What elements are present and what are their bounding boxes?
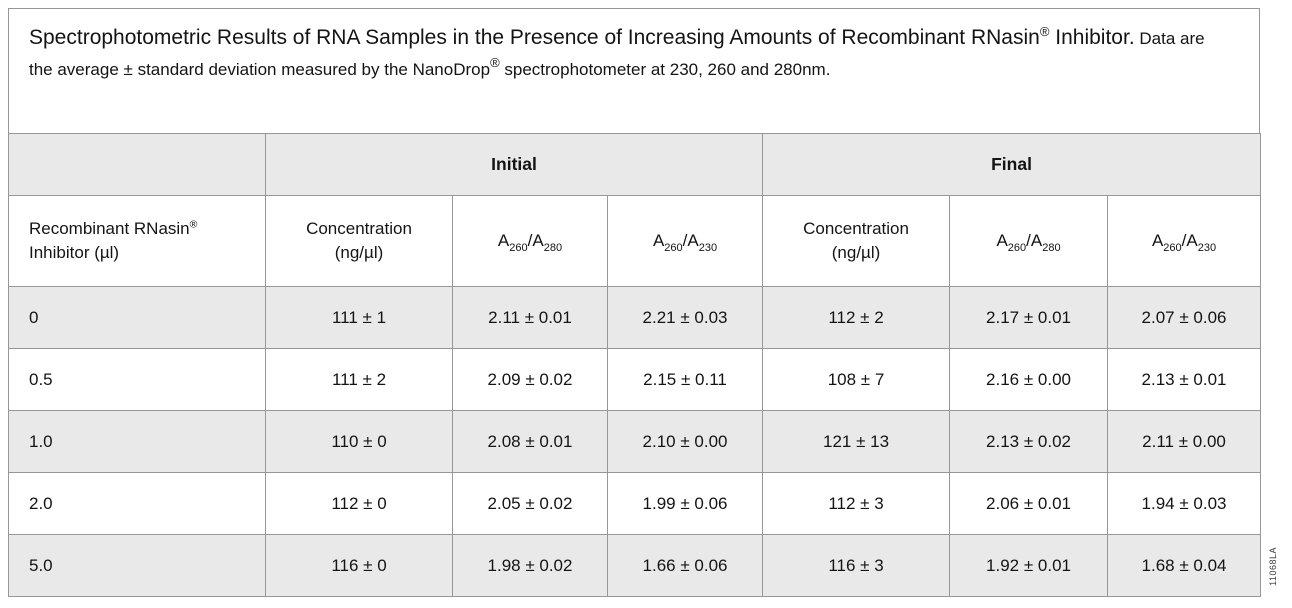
table-group-header-row: Initial Final bbox=[8, 133, 1262, 196]
concentration-line2: (ng/µl) bbox=[831, 243, 881, 262]
cell-initial-concentration: 111 ± 1 bbox=[265, 286, 453, 349]
cell-final-concentration: 112 ± 3 bbox=[762, 472, 951, 535]
ratio-subscript: 260 bbox=[1007, 242, 1027, 254]
cell-initial-a260-a280: 1.98 ± 0.02 bbox=[452, 534, 608, 597]
column-header-initial-a260-a230: A260/A230 bbox=[606, 195, 764, 287]
column-header-final-a260-a230: A260/A230 bbox=[1107, 195, 1262, 287]
table-row: 2.0 112 ± 0 2.05 ± 0.02 1.99 ± 0.06 112 … bbox=[8, 472, 1262, 535]
caption-sub-text-end: spectrophotometer at 230, 260 and 280nm. bbox=[499, 60, 831, 79]
results-table: Initial Final Recombinant RNasin® Inhibi… bbox=[8, 133, 1262, 597]
cell-initial-concentration: 112 ± 0 bbox=[265, 472, 453, 535]
cell-final-concentration: 121 ± 13 bbox=[762, 410, 951, 473]
cell-final-concentration: 112 ± 2 bbox=[762, 286, 951, 349]
figure-container: Spectrophotometric Results of RNA Sample… bbox=[8, 8, 1262, 597]
cell-final-a260-a230: 1.68 ± 0.04 bbox=[1107, 534, 1262, 597]
cell-final-concentration: 116 ± 3 bbox=[762, 534, 951, 597]
cell-final-a260-a280: 2.16 ± 0.00 bbox=[949, 348, 1109, 411]
header-empty-cell bbox=[8, 133, 266, 196]
ratio-base: A bbox=[497, 231, 510, 250]
header-group-initial: Initial bbox=[264, 133, 764, 196]
ratio-base: A bbox=[532, 231, 544, 250]
ratio-base: A bbox=[1186, 231, 1198, 250]
table-row: 1.0 110 ± 0 2.08 ± 0.01 2.10 ± 0.00 121 … bbox=[8, 410, 1262, 473]
ratio-subscript: 260 bbox=[664, 242, 683, 254]
cell-initial-a260-a280: 2.05 ± 0.02 bbox=[452, 472, 608, 535]
cell-inhibitor: 1.0 bbox=[8, 410, 266, 473]
table-column-header-row: Recombinant RNasin® Inhibitor (µl) Conce… bbox=[8, 195, 1262, 287]
cell-final-a260-a280: 2.17 ± 0.01 bbox=[949, 286, 1109, 349]
cell-initial-a260-a230: 2.21 ± 0.03 bbox=[606, 286, 764, 349]
cell-initial-a260-a280: 2.09 ± 0.02 bbox=[452, 348, 608, 411]
table-row: 0 111 ± 1 2.11 ± 0.01 2.21 ± 0.03 112 ± … bbox=[8, 286, 1262, 349]
ratio-slash: / bbox=[1181, 231, 1187, 250]
ratio-subscript: 260 bbox=[509, 242, 528, 254]
cell-initial-a260-a280: 2.11 ± 0.01 bbox=[452, 286, 608, 349]
cell-final-a260-a230: 2.11 ± 0.00 bbox=[1107, 410, 1262, 473]
column-header-final-a260-a280: A260/A280 bbox=[949, 195, 1109, 287]
column-header-final-concentration: Concentration (ng/µl) bbox=[762, 195, 951, 287]
table-row: 5.0 116 ± 0 1.98 ± 0.02 1.66 ± 0.06 116 … bbox=[8, 534, 1262, 597]
caption-main-text-end: Inhibitor. bbox=[1049, 26, 1135, 49]
cell-final-a260-a280: 2.13 ± 0.02 bbox=[949, 410, 1109, 473]
cell-initial-a260-a230: 2.10 ± 0.00 bbox=[606, 410, 764, 473]
caption-main-text: Spectrophotometric Results of RNA Sample… bbox=[29, 26, 1040, 49]
ratio-subscript: 260 bbox=[1163, 242, 1182, 254]
cell-initial-concentration: 116 ± 0 bbox=[265, 534, 453, 597]
cell-initial-concentration: 111 ± 2 bbox=[265, 348, 453, 411]
cell-initial-a260-a230: 2.15 ± 0.11 bbox=[606, 348, 764, 411]
ratio-slash: / bbox=[1026, 231, 1031, 250]
concentration-line1: Concentration bbox=[306, 219, 412, 238]
registered-trademark-icon: ® bbox=[490, 55, 500, 70]
caption-sub-text: Data are the average ± standard deviatio… bbox=[29, 29, 1205, 79]
cell-final-a260-a230: 2.13 ± 0.01 bbox=[1107, 348, 1262, 411]
ratio-base: A bbox=[1151, 231, 1164, 250]
cell-final-a260-a230: 2.07 ± 0.06 bbox=[1107, 286, 1262, 349]
ratio-slash: / bbox=[682, 231, 688, 250]
ratio-subscript: 280 bbox=[1042, 242, 1061, 254]
cell-final-a260-a280: 2.06 ± 0.01 bbox=[949, 472, 1109, 535]
figure-caption: Spectrophotometric Results of RNA Sample… bbox=[8, 8, 1260, 133]
table-row: 0.5 111 ± 2 2.09 ± 0.02 2.15 ± 0.11 108 … bbox=[8, 348, 1262, 411]
cell-initial-a260-a280: 2.08 ± 0.01 bbox=[452, 410, 608, 473]
cell-final-a260-a280: 1.92 ± 0.01 bbox=[949, 534, 1109, 597]
figure-number: 11068LA bbox=[1268, 547, 1278, 586]
ratio-base: A bbox=[687, 231, 699, 250]
column-header-initial-concentration: Concentration (ng/µl) bbox=[265, 195, 453, 287]
ratio-subscript: 230 bbox=[698, 242, 718, 254]
cell-initial-concentration: 110 ± 0 bbox=[265, 410, 453, 473]
cell-inhibitor: 5.0 bbox=[8, 534, 266, 597]
cell-inhibitor: 0.5 bbox=[8, 348, 266, 411]
ratio-base: A bbox=[1030, 231, 1043, 250]
cell-final-a260-a230: 1.94 ± 0.03 bbox=[1107, 472, 1262, 535]
cell-inhibitor: 2.0 bbox=[8, 472, 266, 535]
ratio-subscript: 230 bbox=[1197, 242, 1217, 254]
ratio-slash: / bbox=[527, 231, 533, 250]
cell-initial-a260-a230: 1.66 ± 0.06 bbox=[606, 534, 764, 597]
ratio-subscript: 280 bbox=[543, 242, 563, 254]
registered-trademark-icon: ® bbox=[189, 218, 198, 231]
concentration-line1: Concentration bbox=[803, 219, 909, 238]
ratio-base: A bbox=[996, 231, 1008, 250]
inhibitor-header-text: Recombinant RNasin bbox=[29, 219, 190, 238]
cell-inhibitor: 0 bbox=[8, 286, 266, 349]
cell-final-concentration: 108 ± 7 bbox=[762, 348, 951, 411]
concentration-line2: (ng/µl) bbox=[334, 243, 384, 262]
cell-initial-a260-a230: 1.99 ± 0.06 bbox=[606, 472, 764, 535]
inhibitor-header-text-end: Inhibitor (µl) bbox=[29, 243, 120, 262]
column-header-inhibitor: Recombinant RNasin® Inhibitor (µl) bbox=[8, 195, 266, 287]
header-group-final: Final bbox=[762, 133, 1262, 196]
column-header-initial-a260-a280: A260/A280 bbox=[452, 195, 608, 287]
registered-trademark-icon: ® bbox=[1039, 24, 1050, 39]
ratio-base: A bbox=[652, 231, 665, 250]
